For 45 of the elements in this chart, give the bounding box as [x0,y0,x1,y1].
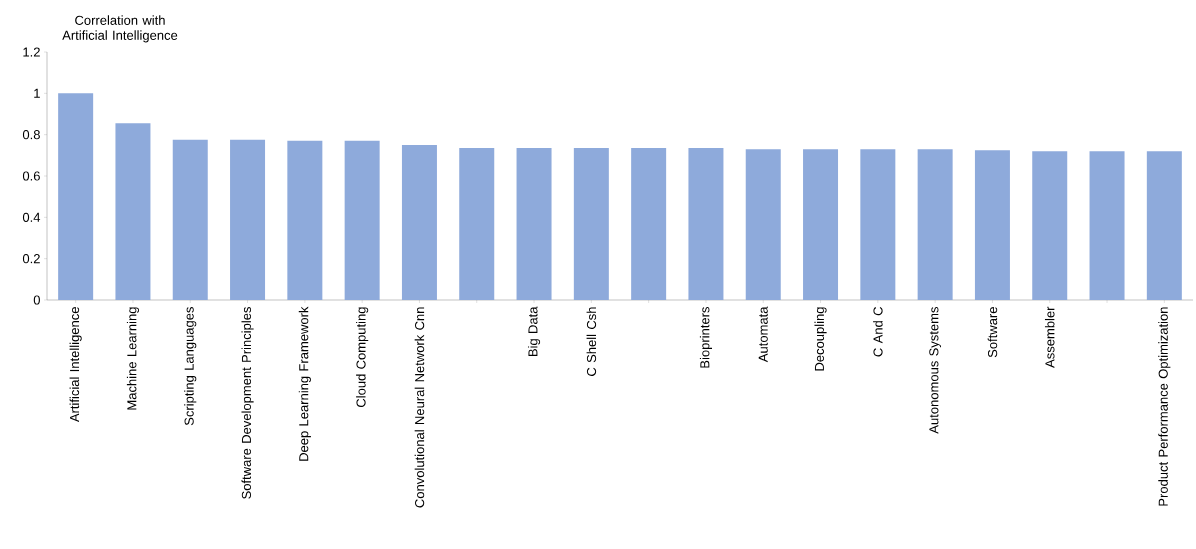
bar [172,139,208,300]
x-tick-label: C Shell Csh [586,307,597,376]
x-tick-label: Software [987,307,998,358]
bar [516,148,552,300]
x-tick-label: Machine Learning [126,307,140,410]
y-tick-label: 0 [33,295,40,305]
x-tick-label: Scripting Languages [184,307,197,426]
bar [344,140,380,300]
bar [917,149,953,300]
bar [58,93,94,300]
x-tick-label: Artificial Intelligence [69,307,82,423]
y-tick-label: 1.2 [23,47,40,57]
x-tick-label: Decoupling [814,307,827,371]
bar [688,148,724,300]
bar [860,149,896,300]
y-tick-label: 0.2 [22,254,40,264]
y-tick-label: 0.4 [22,212,41,222]
bar [401,145,437,300]
x-tick-label: Software Development Principles [241,307,254,499]
bar [745,149,781,300]
y-tick-label: 1 [34,88,40,98]
bar [459,148,495,300]
bar [573,148,609,300]
bar [115,123,151,300]
bar [230,139,266,300]
y-tick-label: 0.6 [22,171,40,181]
bar [1146,151,1182,300]
bar [1089,151,1125,300]
bar [631,148,667,300]
bar [1032,151,1068,300]
x-tick-label: Bioprinters [699,307,713,368]
x-tick-label: Convolutional Neural Network Cnn [414,307,425,508]
x-tick-label: C And C [873,307,883,357]
bar [287,140,323,300]
x-tick-label: Big Data [527,306,541,357]
x-tick-label: Cloud Computing [356,307,369,408]
x-tick-label: Assembler [1044,306,1055,368]
bar [974,150,1010,300]
x-tick-label: Product Performance Optimization [1158,307,1171,506]
bar [803,149,839,300]
y-tick-label: 0.8 [22,130,40,140]
y-axis-title: Correlation with Artificial Intelligence [62,15,178,43]
x-tick-label: Autonomous Systems [929,307,942,434]
x-tick-label: Automata [758,306,768,363]
x-tick-label: Deep Learning Framework [298,306,311,461]
